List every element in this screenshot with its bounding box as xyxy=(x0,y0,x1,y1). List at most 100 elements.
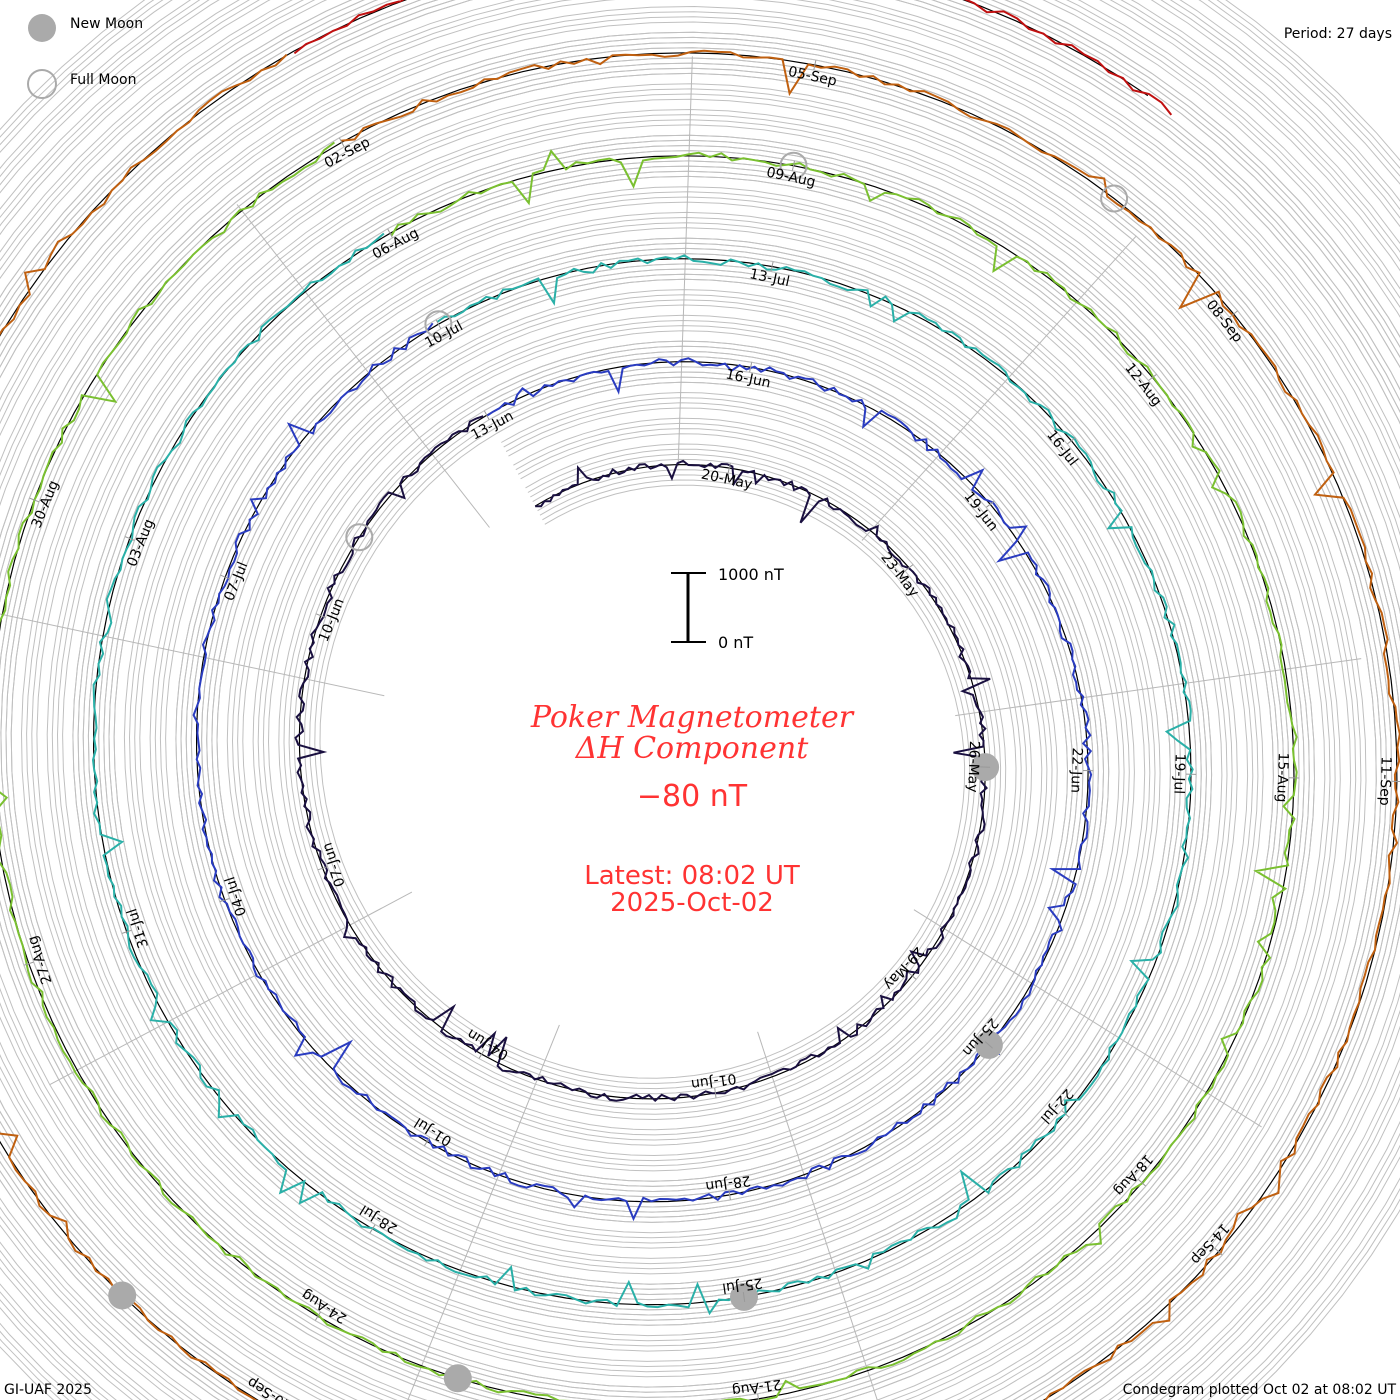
date-tick xyxy=(23,961,34,966)
date-tick xyxy=(317,866,328,871)
date-tick xyxy=(121,929,132,934)
date-tick xyxy=(985,500,995,508)
date-tick xyxy=(749,362,753,373)
full-moon-legend-icon xyxy=(27,69,57,99)
date-tick xyxy=(904,564,914,572)
trace-rotation-2 xyxy=(192,322,1093,1222)
grid-spoke xyxy=(0,613,385,697)
new-moon-legend-label: New Moon xyxy=(70,16,143,32)
latest-time: Latest: 08:02 UT xyxy=(584,861,800,891)
grid-spoke xyxy=(861,235,1137,541)
new-moon-legend-icon xyxy=(28,14,56,42)
date-tick xyxy=(220,574,231,580)
date-tick xyxy=(423,1137,431,1147)
footer-plotted: Condegram plotted Oct 02 at 08:02 UT xyxy=(1123,1382,1397,1398)
date-label: 25-Jul xyxy=(721,1274,763,1295)
date-tick xyxy=(770,261,774,272)
grid-spoke xyxy=(49,891,413,1086)
date-tick xyxy=(338,137,345,148)
date-tick xyxy=(1061,1110,1070,1118)
date-label: 10-Jul xyxy=(422,318,465,351)
latest-date: 2025-Oct-02 xyxy=(610,888,774,918)
date-tick xyxy=(315,613,326,619)
full-moon-legend-label: Full Moon xyxy=(70,72,136,88)
date-tick xyxy=(728,1189,731,1200)
date-tick xyxy=(1229,310,1238,318)
date-tick xyxy=(483,410,490,420)
full-moon-marker xyxy=(345,523,374,552)
new-moon-marker xyxy=(108,1281,137,1310)
footer-credit: GI-UAF 2025 xyxy=(4,1382,92,1398)
date-tick xyxy=(1214,1247,1223,1256)
grid-spoke xyxy=(913,909,1262,1128)
date-label: 21-Aug xyxy=(731,1376,783,1399)
legend: New Moon Full Moon xyxy=(27,14,143,99)
new-moon-marker xyxy=(443,1364,472,1393)
chart-title: Poker Magnetometer xyxy=(530,700,855,735)
grid-spoke xyxy=(955,658,1362,717)
date-tick xyxy=(478,1049,485,1059)
date-tick xyxy=(791,160,795,171)
full-moon-marker xyxy=(424,310,453,339)
full-moon-marker xyxy=(1100,184,1129,213)
grid-spoke xyxy=(677,56,693,467)
date-tick xyxy=(714,1087,717,1098)
date-label: 01-Jun xyxy=(690,1070,737,1092)
scale-bar: 1000 nT 0 nT xyxy=(671,565,784,652)
date-tick xyxy=(757,1393,760,1400)
date-label: 19-Jul xyxy=(1170,753,1187,794)
date-label: 22-Jun xyxy=(1067,747,1085,793)
date-tick xyxy=(1148,374,1157,381)
date-tick xyxy=(742,1291,746,1302)
trace-rotation-4 xyxy=(0,141,1298,1400)
date-label: 01-Jul xyxy=(412,1114,455,1149)
date-label: 15-Aug xyxy=(1273,752,1291,802)
date-tick xyxy=(29,497,40,503)
date-label: 26-May xyxy=(964,740,982,792)
chart-subtitle: ΔH Component xyxy=(575,731,809,766)
date-tick xyxy=(1137,1179,1147,1187)
date-tick xyxy=(314,1311,321,1321)
date-tick xyxy=(435,319,442,329)
trace-rotation-5 xyxy=(0,49,1400,1400)
date-tick xyxy=(984,1041,993,1049)
full-moon-marker xyxy=(779,151,808,180)
grid-spoke xyxy=(236,204,490,528)
date-tick xyxy=(908,972,917,980)
trace-rotation-3 xyxy=(91,232,1194,1316)
grid-spoke xyxy=(407,1024,560,1400)
date-tick xyxy=(1067,437,1076,445)
date-tick xyxy=(219,898,230,903)
date-label: 28-Jun xyxy=(704,1172,751,1194)
scale-top-label: 1000 nT xyxy=(718,565,784,584)
trace-rotation-1 xyxy=(294,415,991,1103)
scale-bottom-label: 0 nT xyxy=(718,633,753,652)
grid-spoke xyxy=(757,1031,878,1400)
date-tick xyxy=(813,59,817,71)
trace-rotation-6 xyxy=(293,0,1173,116)
date-tick xyxy=(369,1224,376,1234)
date-tick xyxy=(124,536,135,541)
current-value: −80 nT xyxy=(637,779,748,814)
period-label: Period: 27 days xyxy=(1284,26,1392,42)
